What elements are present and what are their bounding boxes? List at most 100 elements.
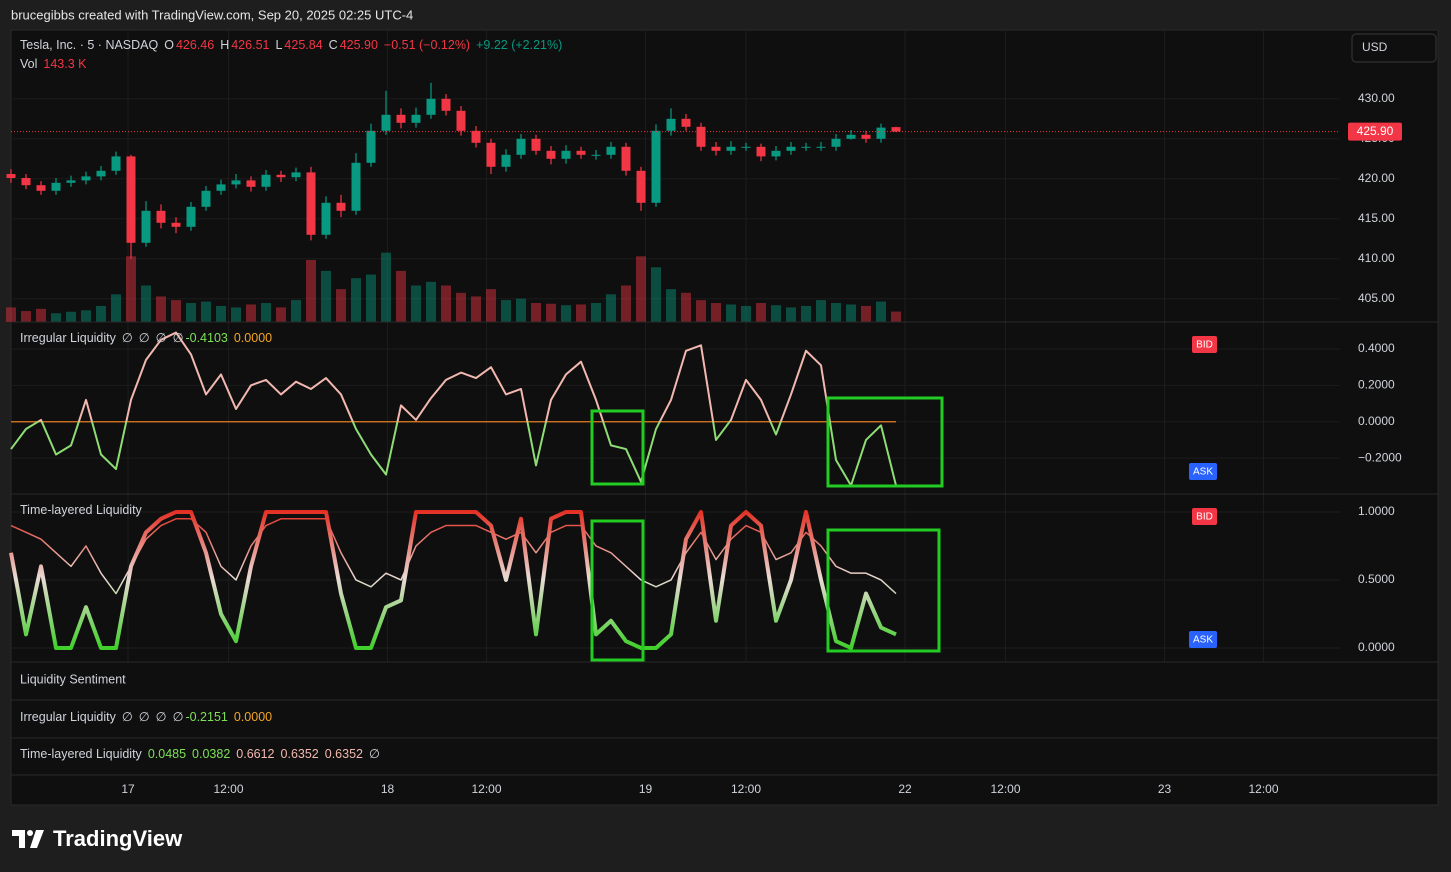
candle-body <box>246 180 256 187</box>
volume-bar <box>591 303 601 322</box>
candle-body <box>651 130 661 203</box>
legend-item: ∅ <box>139 710 150 724</box>
volume-bar <box>486 289 496 322</box>
volume-bar <box>411 285 421 322</box>
volume-bar <box>726 304 736 322</box>
legend: Time-layered Liquidity 0.0485 0.0382 0.6612… <box>20 747 380 761</box>
y-tick-label: 1.0000 <box>1358 504 1395 518</box>
x-tick-label: 12:00 <box>213 782 243 796</box>
volume-bar <box>786 307 796 322</box>
y-tick-label: 420.00 <box>1358 171 1395 185</box>
legend-item: ∅ <box>156 331 167 345</box>
bid-badge <box>1192 336 1217 353</box>
candle-body <box>36 185 46 191</box>
volume-bar <box>426 281 436 322</box>
volume-bar <box>651 267 661 322</box>
candle-body <box>576 150 586 155</box>
volume-bar <box>846 304 856 322</box>
candle-body <box>366 130 376 163</box>
y-tick-label: 0.0000 <box>1358 414 1395 428</box>
annotation-box <box>590 409 645 486</box>
volume-bar <box>876 301 886 322</box>
legend-item: ∅ <box>139 331 150 345</box>
currency-button[interactable] <box>1351 33 1437 63</box>
legend-item: Irregular Liquidity <box>20 331 117 345</box>
candle-body <box>21 178 31 186</box>
volume-bar <box>276 307 286 322</box>
candle-body <box>471 130 481 143</box>
candle-body <box>621 146 631 171</box>
chart-area <box>10 29 1439 806</box>
legend-item: 425.90 <box>340 38 378 52</box>
volume-bar <box>621 285 631 322</box>
candle-body <box>111 156 121 171</box>
logo-mark <box>12 830 25 848</box>
annotations <box>590 396 944 662</box>
legend-item: 426.51 <box>231 38 269 52</box>
candle-body <box>636 170 646 203</box>
y-tick-label: 405.00 <box>1358 291 1395 305</box>
volume-bar <box>306 259 316 322</box>
candle-body <box>66 180 76 183</box>
volume-bar <box>321 270 331 322</box>
legend-item: 0.6612 <box>236 747 274 761</box>
candle-body <box>771 150 781 157</box>
volume-bar <box>546 303 556 322</box>
candle-body <box>126 156 136 243</box>
y-tick-label: 0.2000 <box>1358 378 1395 392</box>
volume-bar <box>531 303 541 322</box>
candle-body <box>336 202 346 211</box>
candle-body <box>561 150 571 159</box>
legend-item: −0.51 (−0.12%) <box>384 38 470 52</box>
bid-label: BID <box>1196 512 1213 523</box>
legend-item: ∅ <box>122 331 133 345</box>
header-title: brucegibbs created with TradingView.com,… <box>11 7 413 22</box>
y-tick-label: 0.4000 <box>1358 341 1395 355</box>
volume-bar <box>381 252 391 322</box>
legend-item: 0.0382 <box>192 747 230 761</box>
legend: Irregular Liquidity ∅ ∅ ∅ ∅ -0.4103 0.0000 <box>20 331 272 345</box>
footer-text: TradingView <box>53 826 183 851</box>
volume-bar <box>561 305 571 322</box>
candle-body <box>741 146 751 148</box>
volume-bar <box>291 300 301 322</box>
legend-item: ∅ <box>173 710 184 724</box>
ask-badge <box>1189 463 1217 480</box>
volume-bar <box>366 274 376 322</box>
x-tick-label: 12:00 <box>471 782 501 796</box>
legend-item: 425.84 <box>284 38 322 52</box>
candle-body <box>726 146 736 151</box>
legend-item: L <box>275 38 282 52</box>
candle-body <box>381 114 391 131</box>
x-tick-label: 23 <box>1158 782 1172 796</box>
volume-bar <box>771 305 781 322</box>
x-tick-label: 18 <box>381 782 395 796</box>
bid-badge <box>1192 508 1217 525</box>
volume-bar <box>741 305 751 322</box>
logo-mark <box>27 830 33 836</box>
legend-item: 426.46 <box>176 38 214 52</box>
x-tick-label: 17 <box>121 782 135 796</box>
annotation-box <box>826 396 944 488</box>
candle-body <box>501 154 511 167</box>
x-tick-label: 19 <box>639 782 653 796</box>
volume-bar <box>861 305 871 322</box>
legend-item: 0.0485 <box>148 747 186 761</box>
volume-bar <box>246 304 256 322</box>
volume-bar <box>471 296 481 322</box>
candle-body <box>786 146 796 151</box>
candle-body <box>816 146 826 148</box>
y-tick-label: 415.00 <box>1358 211 1395 225</box>
candle-body <box>456 110 466 131</box>
annotation-box <box>590 519 645 662</box>
legend-item: 143.3 K <box>43 57 87 71</box>
table-title: Liquidity Sentiment <box>20 672 126 686</box>
currency-label[interactable]: USD <box>1362 40 1388 54</box>
x-tick-label: 12:00 <box>990 782 1020 796</box>
candle-body <box>486 142 496 167</box>
candle-body <box>141 210 151 243</box>
volume-bar <box>141 285 151 322</box>
candle-body <box>696 126 706 147</box>
